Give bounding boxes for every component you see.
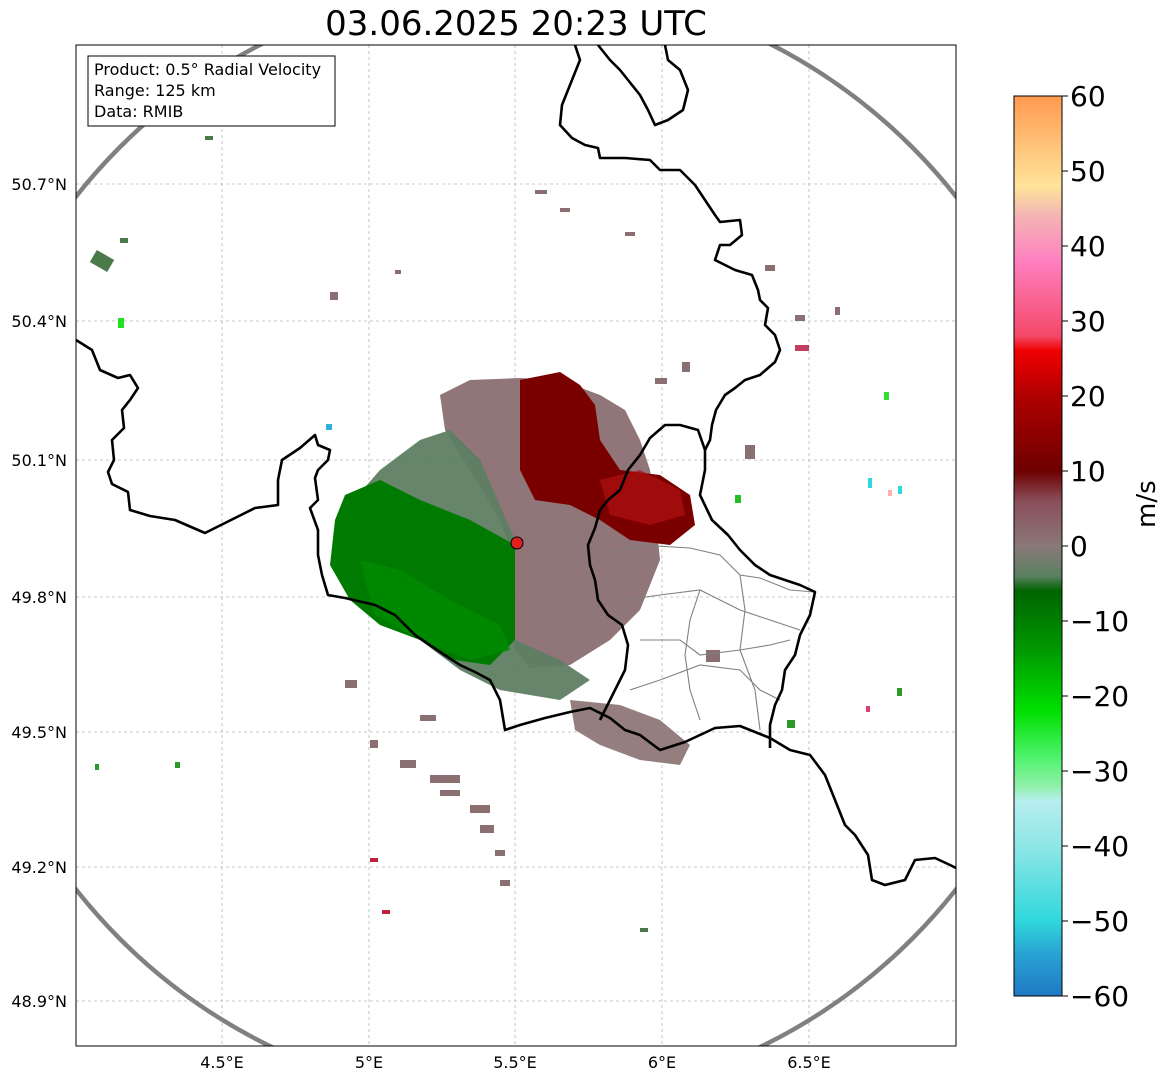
lat-tick-label: 50.4°N [11, 312, 67, 331]
clutter [495, 850, 505, 856]
colorbar-tick-label: −30 [1070, 755, 1129, 788]
colorbar-tick-label: 50 [1070, 155, 1106, 188]
lat-tick-label: 50.7°N [11, 175, 67, 194]
radar-site-marker [510, 536, 524, 550]
echo-inbound-bright [360, 560, 510, 660]
colorbar-tick-label: 40 [1070, 230, 1106, 263]
clutter [430, 775, 460, 783]
colorbar-tick-label: −20 [1070, 680, 1129, 713]
clutter [884, 392, 889, 400]
clutter [382, 910, 390, 914]
lat-tick-label: 48.9°N [11, 992, 67, 1011]
admin-boundaries [599, 544, 816, 731]
admin-line [624, 589, 801, 631]
clutter [866, 706, 870, 712]
clutter [795, 315, 805, 321]
colorbar-tick-label: 0 [1070, 530, 1088, 563]
clutter [470, 805, 490, 813]
colorbar-unit-label: m/s [1132, 480, 1162, 528]
clutter [175, 762, 180, 768]
admin-line [629, 664, 781, 701]
border-france-belgium-west [76, 338, 956, 887]
admin-line [739, 574, 761, 731]
clutter [868, 478, 872, 488]
clutter [480, 825, 494, 833]
clutter [440, 790, 460, 796]
clutter [735, 495, 741, 503]
clutter [345, 680, 357, 688]
info-box: Product: 0.5° Radial Velocity Range: 125… [87, 55, 336, 127]
clutter [898, 486, 902, 494]
lon-tick-label: 5.5°E [493, 1053, 537, 1072]
map-title: 03.06.2025 20:23 UTC [325, 4, 707, 44]
lat-tick-label: 49.8°N [11, 588, 67, 607]
clutter [326, 424, 332, 430]
clutter [625, 232, 635, 236]
lon-tick-label: 6.5°E [787, 1053, 831, 1072]
clutter [400, 760, 416, 768]
colorbar: 60 50 40 30 20 10 0 −10 −20 −30 −40 −50 −60 [1013, 80, 1129, 1013]
clutter [89, 249, 115, 273]
info-box-frame [87, 55, 336, 127]
clutter [745, 445, 755, 459]
lon-tick-label: 5°E [355, 1053, 383, 1072]
clutter [118, 318, 124, 328]
admin-line [684, 589, 701, 721]
national-borders [76, 45, 956, 887]
clutter [897, 688, 902, 696]
lat-tick-label: 49.5°N [11, 723, 67, 742]
clutter [640, 928, 648, 932]
radar-echoes [89, 136, 902, 932]
colorbar-tick-label: −10 [1070, 605, 1129, 638]
border-luxembourg [586, 423, 707, 721]
clutter [120, 238, 128, 243]
lat-tick-label: 50.1°N [11, 451, 67, 470]
colorbar-tick-label: −60 [1070, 980, 1129, 1013]
border-belgium-germany-lux [558, 45, 817, 748]
clutter [655, 378, 667, 384]
colorbar-gradient [1013, 95, 1063, 997]
lon-tick-label: 6°E [648, 1053, 676, 1072]
clutter [888, 490, 892, 496]
clutter [500, 880, 510, 886]
colorbar-tick-label: −40 [1070, 830, 1129, 863]
clutter [535, 190, 547, 194]
colorbar-tick-label: −50 [1070, 905, 1129, 938]
clutter [205, 136, 213, 140]
clutter [787, 720, 795, 728]
colorbar-tick-label: 20 [1070, 380, 1106, 413]
info-data: Data: RMIB [94, 102, 183, 121]
clutter [330, 292, 338, 300]
info-product: Product: 0.5° Radial Velocity [94, 60, 321, 79]
colorbar-tick-label: 30 [1070, 305, 1106, 338]
clutter [706, 650, 720, 662]
info-range: Range: 125 km [94, 81, 216, 100]
clutter [95, 764, 99, 770]
clutter [560, 208, 570, 212]
clutter [765, 265, 775, 271]
clutter [420, 715, 436, 721]
lon-tick-label: 4.5°E [200, 1053, 244, 1072]
clutter [835, 307, 840, 315]
clutter [370, 740, 378, 748]
colorbar-tick-label: 10 [1070, 455, 1106, 488]
clutter [395, 270, 401, 274]
admin-line [599, 544, 816, 593]
lon-tick-labels: 4.5°E 5°E 5.5°E 6°E 6.5°E [200, 1053, 831, 1072]
clutter [795, 345, 809, 351]
border-germany-north [596, 45, 690, 127]
clutter [370, 858, 378, 862]
lat-tick-labels: 50.7°N 50.4°N 50.1°N 49.8°N 49.5°N 49.2°… [11, 175, 67, 1011]
admin-line [640, 639, 791, 656]
plot-frame [75, 44, 957, 1047]
colorbar-ticks: 60 50 40 30 20 10 0 −10 −20 −30 −40 −50 −60 [1062, 80, 1129, 1013]
colorbar-tick-label: 60 [1070, 80, 1106, 113]
lat-tick-label: 49.2°N [11, 858, 67, 877]
clutter [682, 362, 690, 372]
